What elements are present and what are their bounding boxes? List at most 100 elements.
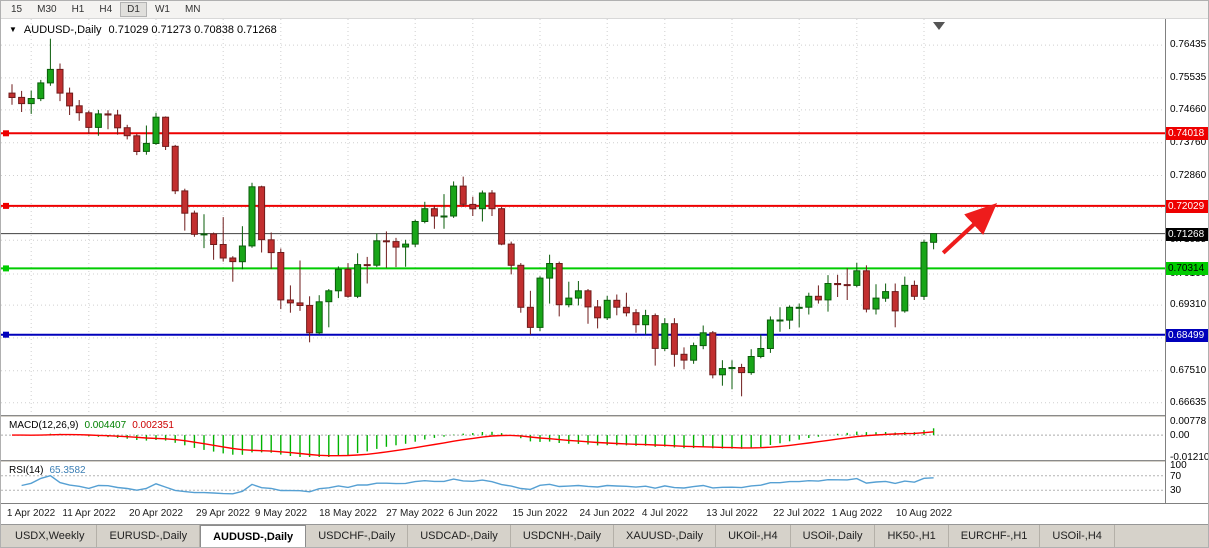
candle-body xyxy=(805,295,813,308)
date-label: 24 Jun 2022 xyxy=(579,508,635,519)
date-label: 1 Aug 2022 xyxy=(831,508,883,519)
candle-body xyxy=(325,290,333,303)
candle-body xyxy=(248,186,256,247)
macd-panel-canvas[interactable] xyxy=(1,418,1165,460)
candle-body xyxy=(334,268,342,292)
chart-tab-eurchf-h1[interactable]: EURCHF-,H1 xyxy=(949,525,1041,547)
chart-window: ▼ AUDUSD-,Daily 0.71029 0.71273 0.70838 … xyxy=(1,19,1208,524)
symbol-dropdown-icon[interactable]: ▼ xyxy=(9,25,17,34)
timeframe-button-h1[interactable]: H1 xyxy=(71,4,85,15)
candle-body xyxy=(171,145,179,192)
chart-tab-usoil-daily[interactable]: USOil-,Daily xyxy=(791,525,876,547)
candle-body xyxy=(498,208,506,245)
candle-body xyxy=(872,297,880,310)
candle-body xyxy=(661,323,669,350)
macd-signal-line xyxy=(12,431,934,457)
line-handle[interactable] xyxy=(3,265,9,272)
macd-signal-value: 0.002351 xyxy=(132,420,174,431)
candle-body xyxy=(824,283,832,301)
chart-tab-audusd-daily[interactable]: AUDUSD-,Daily xyxy=(200,525,307,547)
candle-body xyxy=(709,332,717,376)
candle-body xyxy=(766,319,774,349)
date-label: 11 Apr 2022 xyxy=(62,508,116,519)
candle-body xyxy=(219,244,227,259)
line-handle[interactable] xyxy=(3,130,9,137)
line-handle[interactable] xyxy=(3,202,9,209)
candle-body xyxy=(891,291,899,312)
candle-body xyxy=(277,252,285,301)
candle-body xyxy=(834,283,842,286)
timeframe-button-w1[interactable]: W1 xyxy=(154,4,170,15)
candle-body xyxy=(738,367,746,374)
candle-body xyxy=(450,185,458,217)
candle-body xyxy=(392,241,400,248)
rsi-label: RSI(14) 65.3582 xyxy=(9,465,86,476)
candle-body xyxy=(718,368,726,376)
date-label: 4 Jul 2022 xyxy=(641,508,689,519)
timeframe-button-15[interactable]: 15 xyxy=(11,4,23,15)
candle-body xyxy=(613,299,621,308)
timeframe-button-mn[interactable]: MN xyxy=(184,4,201,15)
candle-body xyxy=(728,367,736,370)
rsi-panel-canvas[interactable] xyxy=(1,463,1165,503)
rsi-value: 65.3582 xyxy=(49,465,86,476)
chart-tab-ukoil-h4[interactable]: UKOil-,H4 xyxy=(716,525,791,547)
candle-body xyxy=(488,192,496,210)
chart-symbol-label: AUDUSD-,Daily xyxy=(23,24,102,36)
date-label: 9 May 2022 xyxy=(254,508,308,519)
chart-tab-usdcad-daily[interactable]: USDCAD-,Daily xyxy=(408,525,511,547)
candle-body xyxy=(910,284,918,297)
candle-body xyxy=(651,315,659,349)
chart-tab-usoil-h4[interactable]: USOil-,H4 xyxy=(1040,525,1115,547)
candle-body xyxy=(190,212,198,235)
candle-body xyxy=(296,302,304,306)
candle-body xyxy=(622,306,630,314)
candle-body xyxy=(459,185,467,205)
chart-tab-eurusd-daily[interactable]: EURUSD-,Daily xyxy=(97,525,201,547)
trend-arrow[interactable] xyxy=(941,202,998,255)
rsi-panel-splitter[interactable] xyxy=(1,460,1208,463)
candle-body xyxy=(786,306,794,321)
chart-tab-xauusd-daily[interactable]: XAUUSD-,Daily xyxy=(614,525,717,547)
macd-name: MACD(12,26,9) xyxy=(9,420,79,431)
candle-body xyxy=(469,203,477,210)
candle-body xyxy=(18,96,26,105)
chart-tab-hk50-h1[interactable]: HK50-,H1 xyxy=(875,525,949,547)
candle-body xyxy=(776,319,784,322)
line-handle[interactable] xyxy=(3,331,9,338)
candle-body xyxy=(584,290,592,308)
candle-body xyxy=(37,82,45,100)
candle-body xyxy=(594,306,602,319)
macd-panel-splitter[interactable] xyxy=(1,415,1208,418)
chart-tab-usdx-weekly[interactable]: USDX,Weekly xyxy=(3,525,98,547)
candle-body xyxy=(843,284,851,287)
timeframe-button-h4[interactable]: H4 xyxy=(99,4,113,15)
candle-body xyxy=(46,68,54,84)
candle-body xyxy=(901,284,909,312)
candle-body xyxy=(920,241,928,297)
date-label: 18 May 2022 xyxy=(319,508,377,519)
candle-body xyxy=(632,312,640,326)
date-label: 15 Jun 2022 xyxy=(512,508,568,519)
price-chart-canvas[interactable] xyxy=(1,19,1165,415)
macd-label: MACD(12,26,9) 0.004407 0.002351 xyxy=(9,420,174,431)
candle-body xyxy=(229,257,237,263)
timeframe-button-d1[interactable]: D1 xyxy=(120,2,147,17)
candle-body xyxy=(133,135,141,153)
candle-body xyxy=(699,332,707,347)
candle-body xyxy=(690,345,698,361)
time-axis: 1 Apr 2022 11 Apr 2022 20 Apr 2022 29 Apr 2… xyxy=(1,503,1208,524)
candle-body xyxy=(546,263,554,279)
candle-body xyxy=(27,98,35,105)
candle-body xyxy=(507,243,515,266)
candle-body xyxy=(421,208,429,222)
chart-tab-usdchf-daily[interactable]: USDCHF-,Daily xyxy=(306,525,409,547)
candle-body xyxy=(862,270,870,310)
timeframe-button-m30[interactable]: M30 xyxy=(37,4,57,15)
chart-title: ▼ AUDUSD-,Daily 0.71029 0.71273 0.70838 … xyxy=(9,24,277,36)
rsi-line xyxy=(21,474,934,495)
candle-body xyxy=(478,192,486,210)
candle-body xyxy=(94,113,102,128)
chart-tab-usdcnh-daily[interactable]: USDCNH-,Daily xyxy=(511,525,615,547)
date-label: 29 Apr 2022 xyxy=(196,508,250,519)
